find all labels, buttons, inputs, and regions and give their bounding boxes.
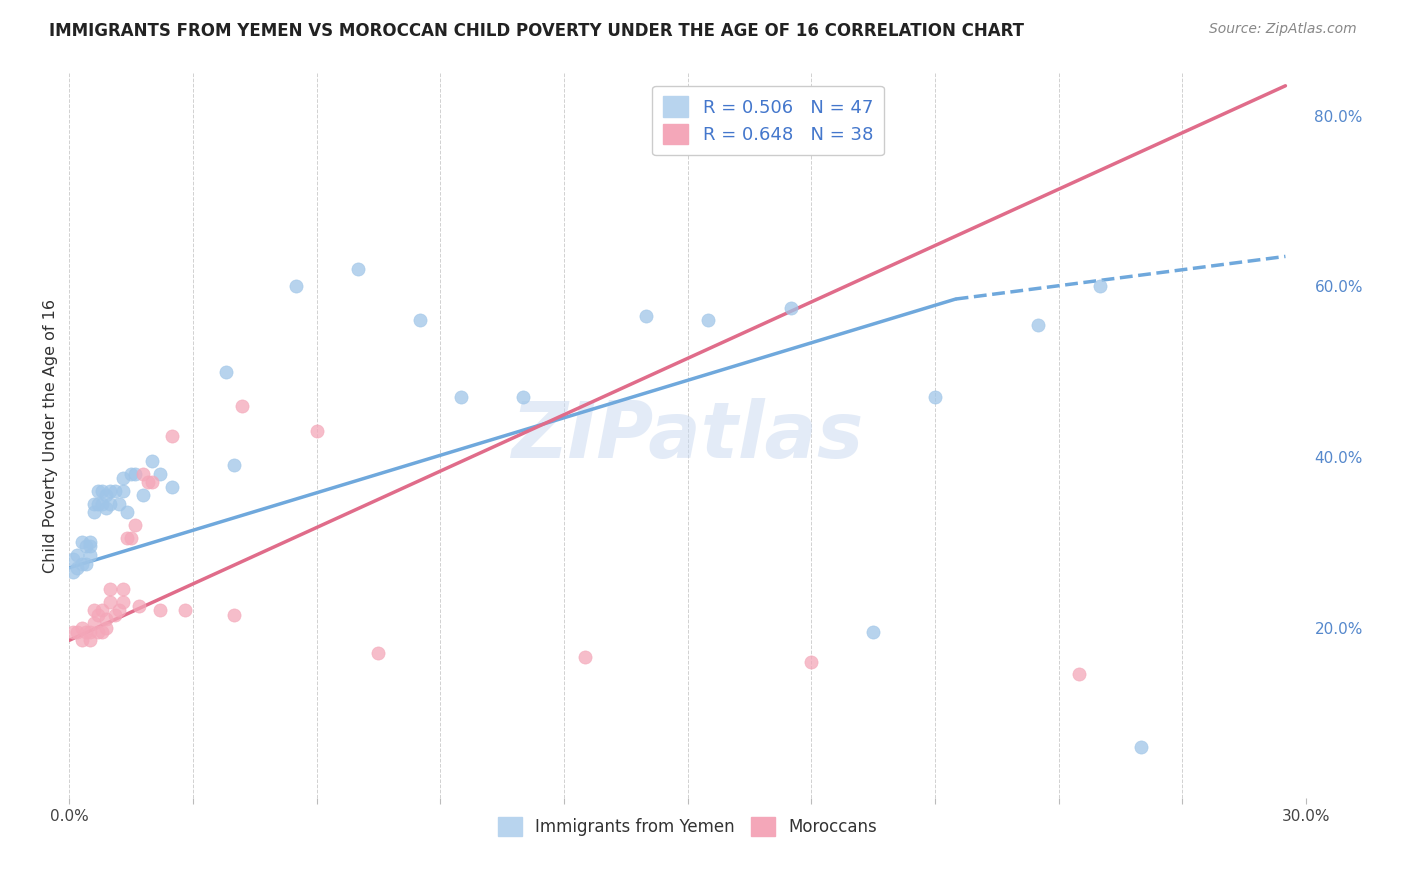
Point — [79, 548, 101, 562]
Point — [91, 483, 114, 498]
Point — [408, 313, 430, 327]
Text: Source: ZipAtlas.com: Source: ZipAtlas.com — [1209, 22, 1357, 37]
Point — [697, 313, 720, 327]
Point — [132, 488, 155, 502]
Point — [70, 620, 93, 634]
Point — [83, 505, 105, 519]
Point — [62, 565, 84, 579]
Point — [96, 612, 118, 626]
Point — [75, 540, 97, 554]
Point — [75, 557, 97, 571]
Point — [173, 603, 195, 617]
Point — [96, 501, 118, 516]
Point — [800, 655, 823, 669]
Point — [779, 301, 801, 315]
Point — [107, 497, 129, 511]
Point — [100, 595, 122, 609]
Point — [924, 390, 946, 404]
Point — [149, 603, 172, 617]
Point — [91, 624, 114, 639]
Point — [1026, 318, 1049, 332]
Point — [346, 262, 368, 277]
Point — [149, 467, 172, 481]
Y-axis label: Child Poverty Under the Age of 16: Child Poverty Under the Age of 16 — [44, 299, 58, 573]
Point — [79, 540, 101, 554]
Point — [79, 624, 101, 639]
Point — [305, 425, 328, 439]
Point — [124, 518, 146, 533]
Point — [100, 483, 122, 498]
Point — [285, 279, 308, 293]
Point — [79, 535, 101, 549]
Point — [1130, 739, 1153, 754]
Point — [91, 497, 114, 511]
Point — [75, 624, 97, 639]
Point — [87, 483, 110, 498]
Point — [111, 483, 134, 498]
Point — [91, 603, 114, 617]
Point — [124, 467, 146, 481]
Point — [141, 475, 163, 490]
Point — [62, 552, 84, 566]
Point — [70, 633, 93, 648]
Point — [231, 399, 253, 413]
Point — [79, 633, 101, 648]
Point — [162, 480, 184, 494]
Point — [1069, 667, 1091, 681]
Point — [70, 557, 93, 571]
Point — [66, 561, 89, 575]
Point — [111, 582, 134, 596]
Point — [87, 497, 110, 511]
Point — [636, 309, 658, 323]
Point — [87, 607, 110, 622]
Point — [215, 365, 238, 379]
Point — [862, 624, 884, 639]
Point — [107, 603, 129, 617]
Point — [224, 607, 246, 622]
Point — [83, 616, 105, 631]
Point — [141, 454, 163, 468]
Point — [66, 548, 89, 562]
Text: IMMIGRANTS FROM YEMEN VS MOROCCAN CHILD POVERTY UNDER THE AGE OF 16 CORRELATION : IMMIGRANTS FROM YEMEN VS MOROCCAN CHILD … — [49, 22, 1024, 40]
Point — [132, 467, 155, 481]
Point — [224, 458, 246, 473]
Point — [62, 624, 84, 639]
Point — [103, 607, 125, 622]
Point — [103, 483, 125, 498]
Point — [96, 488, 118, 502]
Point — [115, 531, 138, 545]
Point — [111, 595, 134, 609]
Point — [128, 599, 150, 614]
Point — [450, 390, 472, 404]
Text: ZIPatlas: ZIPatlas — [512, 398, 863, 474]
Point — [96, 620, 118, 634]
Point — [162, 428, 184, 442]
Point — [120, 531, 142, 545]
Point — [115, 505, 138, 519]
Point — [66, 624, 89, 639]
Point — [136, 475, 159, 490]
Point — [1088, 279, 1111, 293]
Point — [120, 467, 142, 481]
Point — [83, 497, 105, 511]
Point — [70, 535, 93, 549]
Point — [367, 646, 389, 660]
Point — [574, 650, 596, 665]
Point — [512, 390, 534, 404]
Point — [87, 624, 110, 639]
Legend: Immigrants from Yemen, Moroccans: Immigrants from Yemen, Moroccans — [491, 808, 886, 844]
Point — [100, 497, 122, 511]
Point — [83, 603, 105, 617]
Point — [111, 471, 134, 485]
Point — [100, 582, 122, 596]
